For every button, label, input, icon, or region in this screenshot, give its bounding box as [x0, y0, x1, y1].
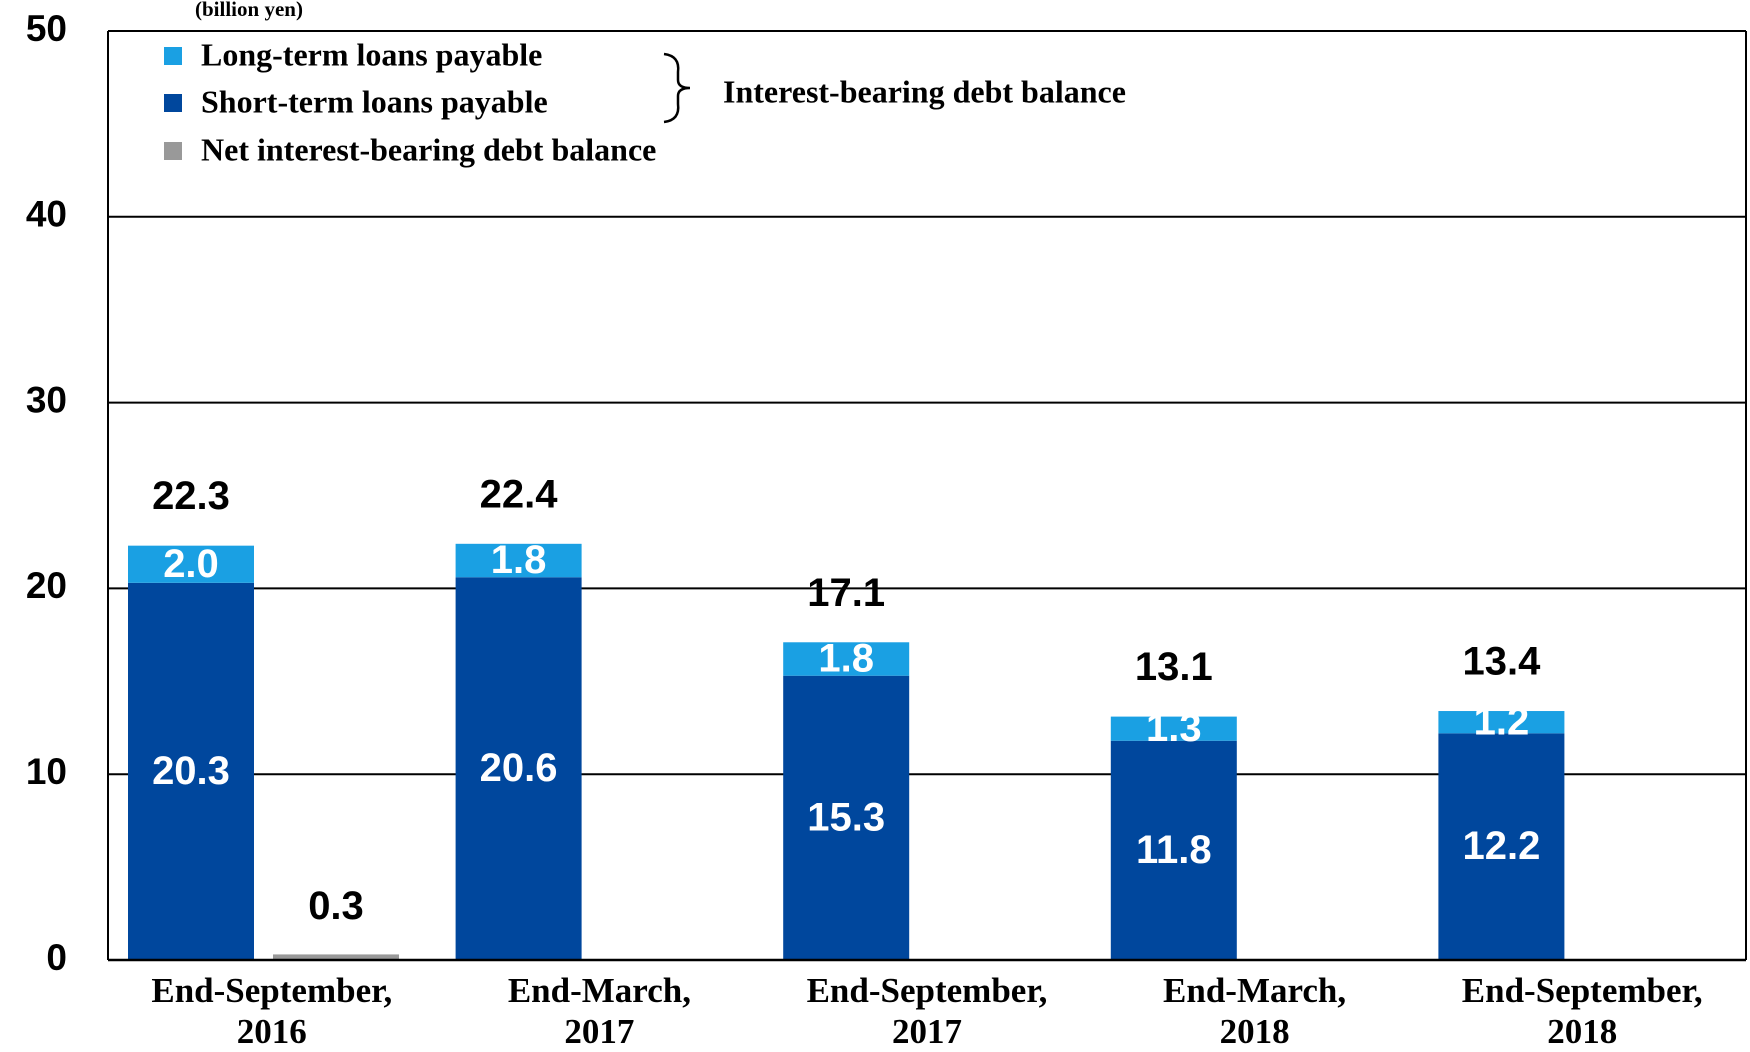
y-tick-label: 40	[26, 194, 67, 235]
value-label: 20.6	[480, 746, 558, 790]
value-label: 12.2	[1462, 824, 1540, 868]
value-label: 1.8	[818, 637, 874, 681]
value-label: 1.8	[491, 538, 547, 582]
y-tick-label: 50	[26, 8, 67, 49]
x-tick-label: End-March,	[1163, 971, 1346, 1010]
y-tick-label: 20	[26, 565, 67, 606]
bar-segment	[1438, 733, 1565, 960]
legend-swatch	[164, 142, 182, 160]
legend-label: Long-term loans payable	[201, 36, 542, 72]
legend-swatch	[164, 94, 182, 112]
x-tick-label: End-March,	[508, 971, 691, 1010]
legend-label: Short-term loans payable	[201, 83, 548, 119]
bar-segment	[455, 577, 582, 960]
x-tick-label: 2018	[1547, 1012, 1617, 1051]
bar-segment	[128, 582, 254, 960]
legend-label: Net interest-bearing debt balance	[201, 131, 656, 167]
y-tick-label: 0	[46, 937, 67, 978]
y-tick-label: 30	[26, 379, 67, 420]
total-label: 13.4	[1462, 640, 1541, 684]
y-tick-label: 10	[26, 751, 67, 792]
bar-segment	[128, 545, 254, 583]
x-tick-label: 2018	[1220, 1012, 1290, 1051]
value-label: 20.3	[152, 749, 230, 793]
bar-segment	[455, 543, 582, 578]
unit-label: (billion yen)	[195, 0, 303, 21]
bar-segment	[783, 675, 910, 960]
total-label: 22.4	[480, 472, 559, 516]
total-label: 13.1	[1135, 645, 1213, 689]
bar-segment	[1110, 716, 1237, 741]
x-tick-label: 2016	[237, 1012, 307, 1051]
value-label: 1.2	[1474, 700, 1530, 744]
net-label: 0.3	[308, 884, 364, 928]
value-label: 1.3	[1146, 706, 1202, 750]
value-label: 2.0	[163, 542, 219, 586]
bar-segment	[783, 642, 910, 676]
brace	[663, 52, 691, 124]
x-tick-label: 2017	[564, 1012, 634, 1051]
x-tick-label: 2017	[892, 1012, 962, 1051]
x-tick-label: End-September,	[1462, 971, 1703, 1010]
bar-segment	[1438, 711, 1565, 734]
total-label: 22.3	[152, 474, 230, 518]
legend-swatch	[164, 47, 182, 65]
x-tick-label: End-September,	[807, 971, 1048, 1010]
value-label: 15.3	[807, 795, 885, 839]
annotation: Interest-bearing debt balance	[723, 73, 1126, 109]
net-bar	[273, 954, 399, 960]
bar-segment	[1110, 740, 1237, 960]
total-label: 17.1	[807, 571, 885, 615]
x-tick-label: End-September,	[151, 971, 392, 1010]
value-label: 11.8	[1136, 828, 1212, 872]
